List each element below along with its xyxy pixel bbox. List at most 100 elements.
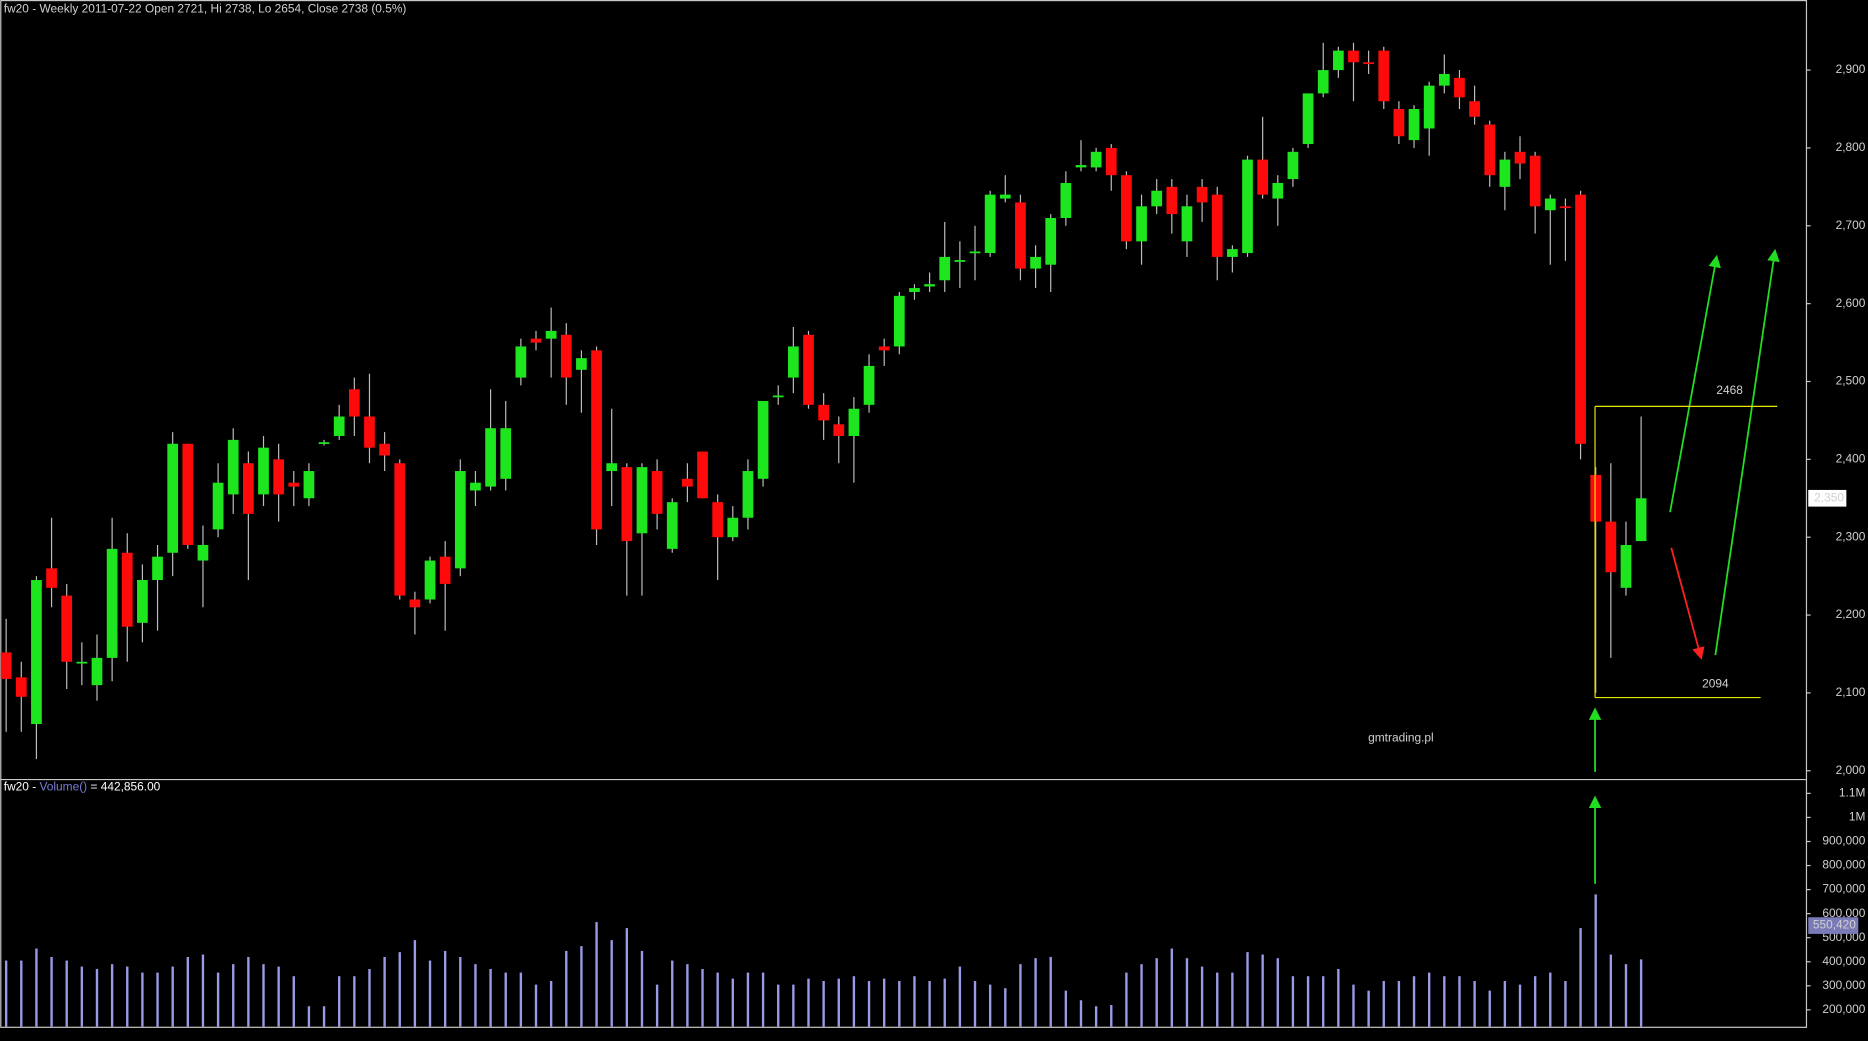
- volume-bar: [1458, 976, 1461, 1027]
- volume-bar: [1503, 981, 1507, 1027]
- candle-body: [909, 288, 920, 292]
- candle-body: [258, 447, 269, 495]
- price-marker-label: 2,350: [1814, 490, 1844, 504]
- volume-bar: [534, 984, 538, 1027]
- candle-body: [243, 463, 254, 514]
- candle-body: [485, 428, 496, 487]
- volume-bar: [368, 968, 371, 1027]
- volume-bar: [232, 964, 235, 1027]
- volume-bar: [822, 981, 825, 1027]
- candle-body: [863, 365, 875, 405]
- candle-body: [1272, 182, 1284, 199]
- candle-body: [1257, 159, 1269, 195]
- volume-bar: [867, 981, 871, 1027]
- candle-body: [15, 677, 27, 697]
- candle-body: [530, 338, 542, 343]
- volume-bar: [761, 972, 765, 1027]
- candle-body: [227, 439, 239, 495]
- candle-body: [1060, 182, 1072, 218]
- volume-bar: [1367, 990, 1370, 1027]
- volume-bar: [1216, 972, 1219, 1027]
- candle-body: [197, 544, 209, 561]
- candle-body: [1438, 73, 1450, 86]
- candle-body: [1090, 151, 1102, 168]
- y-tick-label: 2,000: [1836, 763, 1866, 777]
- candle-body: [1105, 147, 1117, 176]
- volume-bar: [686, 964, 689, 1027]
- y-tick-label: 600,000: [1822, 906, 1865, 920]
- volume-bar: [1079, 1000, 1083, 1027]
- level-label: 2468: [1716, 383, 1743, 397]
- volume-title: fw20 - Volume() = 442,856.00: [4, 779, 161, 793]
- volume-bar: [1261, 954, 1264, 1027]
- volume-bar: [171, 966, 174, 1027]
- volume-bar: [852, 976, 856, 1027]
- volume-bar: [141, 972, 144, 1027]
- candle-body: [364, 416, 375, 448]
- volume-bar: [519, 972, 523, 1027]
- volume-bar: [1443, 976, 1446, 1027]
- volume-bar: [1306, 976, 1310, 1027]
- volume-bar: [277, 966, 280, 1027]
- volume-bar: [610, 940, 613, 1027]
- volume-bar: [1185, 958, 1189, 1027]
- volume-bar: [459, 956, 462, 1027]
- volume-symbol: fw20 -: [4, 779, 40, 793]
- volume-bar: [1110, 1005, 1113, 1027]
- volume-bar: [1049, 956, 1052, 1027]
- volume-bar: [80, 966, 84, 1027]
- candle-body: [697, 451, 708, 499]
- candle-body: [454, 471, 466, 569]
- candle-body: [1075, 165, 1087, 168]
- candle-body: [1393, 108, 1405, 137]
- candle-body: [727, 517, 739, 538]
- volume-bar: [1488, 990, 1491, 1027]
- y-tick-label: 2,900: [1836, 62, 1866, 76]
- volume-bar: [731, 978, 734, 1027]
- volume-bar: [746, 972, 750, 1027]
- volume-bar: [1231, 972, 1234, 1027]
- candle-body: [924, 284, 935, 287]
- volume-bar: [595, 922, 598, 1027]
- volume-bar: [216, 972, 220, 1027]
- volume-bar: [4, 960, 8, 1027]
- volume-bar: [35, 948, 38, 1027]
- candle-body: [379, 443, 390, 456]
- volume-bar: [1382, 981, 1385, 1027]
- candle-body: [636, 467, 648, 534]
- volume-bar: [126, 966, 129, 1027]
- candle-body: [1302, 93, 1314, 145]
- volume-bar: [1549, 972, 1552, 1027]
- volume-bar: [383, 956, 386, 1027]
- level-label: 2094: [1702, 677, 1729, 691]
- volume-bar: [1034, 958, 1037, 1027]
- candle-body: [803, 334, 814, 405]
- candle-body: [1635, 498, 1647, 542]
- volume-bar: [807, 978, 810, 1027]
- candle-body: [666, 502, 678, 549]
- candle-body: [1560, 206, 1571, 209]
- frame: [0, 0, 1808, 1028]
- volume-bar: [110, 964, 114, 1027]
- volume-bar: [353, 976, 356, 1027]
- candle-body: [121, 552, 133, 627]
- candle-body: [1121, 175, 1132, 242]
- volume-bar: [655, 984, 659, 1027]
- candle-body: [439, 556, 451, 584]
- volume-bar: [1276, 958, 1279, 1027]
- volume-bar: [1564, 981, 1567, 1027]
- y-tick-label: 700,000: [1822, 882, 1865, 896]
- volume-bar: [1639, 959, 1643, 1027]
- candle-body: [1484, 124, 1496, 176]
- candle-body: [91, 657, 103, 686]
- volume-bar: [1200, 966, 1204, 1027]
- candle-body: [787, 346, 799, 378]
- candle-body: [1499, 159, 1511, 187]
- volume-bar: [671, 960, 674, 1027]
- volume-bar: [1427, 972, 1431, 1027]
- candle-body: [1590, 474, 1602, 522]
- volume-bar: [716, 972, 719, 1027]
- volume-bar: [413, 940, 417, 1027]
- candle-body: [1287, 151, 1299, 180]
- volume-bar: [65, 960, 68, 1027]
